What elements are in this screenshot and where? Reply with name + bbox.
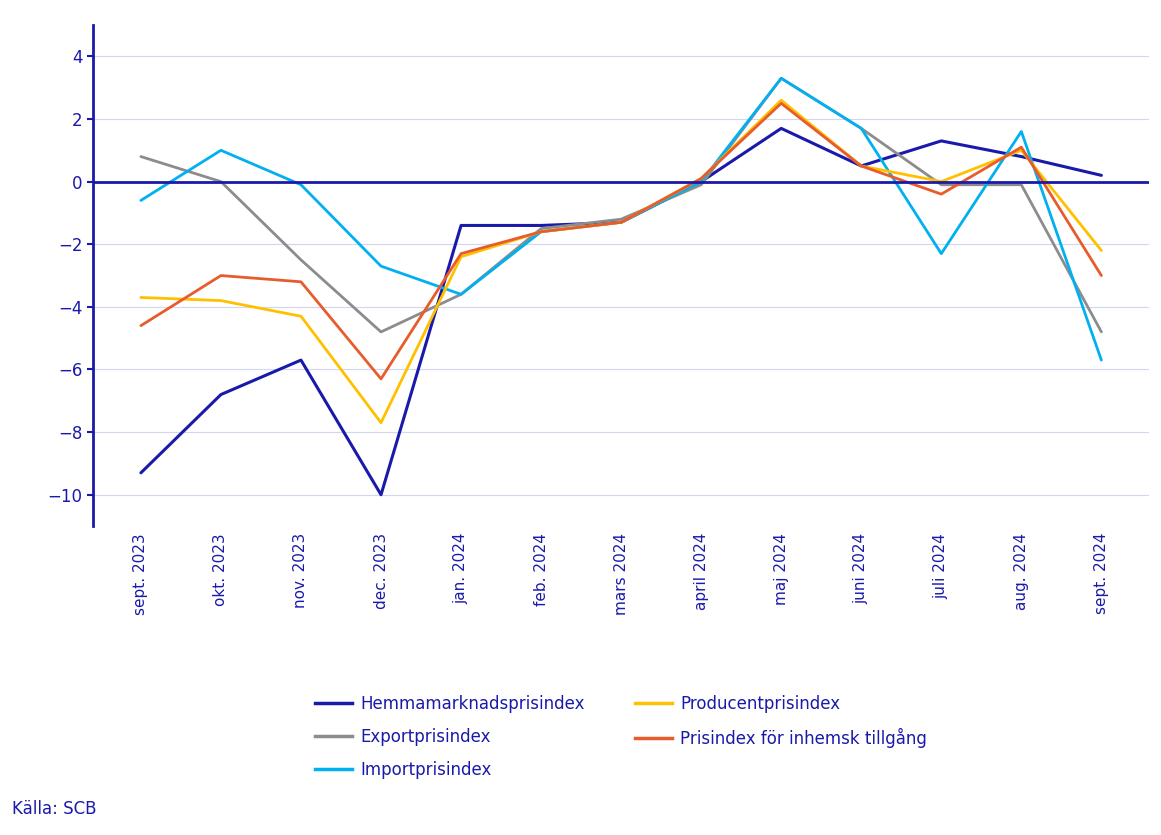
Prisindex för inhemsk tillgång [214, 271, 228, 281]
Exportprisindex [1015, 180, 1029, 190]
Hemmamarknadsprisindex [294, 355, 308, 365]
Hemmamarknadsprisindex [374, 489, 388, 499]
Importprisindex [694, 177, 708, 187]
Producentprisindex [294, 311, 308, 321]
Producentprisindex [534, 227, 548, 237]
Producentprisindex [214, 296, 228, 306]
Exportprisindex [214, 177, 228, 187]
Importprisindex [614, 217, 628, 227]
Producentprisindex [694, 174, 708, 184]
Prisindex för inhemsk tillgång [694, 174, 708, 184]
Importprisindex [1015, 127, 1029, 137]
Prisindex för inhemsk tillgång [1015, 142, 1029, 152]
Producentprisindex [1015, 145, 1029, 155]
Text: Källa: SCB: Källa: SCB [12, 800, 96, 818]
Prisindex för inhemsk tillgång [614, 217, 628, 227]
Hemmamarknadsprisindex [694, 177, 708, 187]
Producentprisindex [935, 177, 949, 187]
Prisindex för inhemsk tillgång [454, 249, 468, 259]
Prisindex för inhemsk tillgång [854, 161, 868, 171]
Producentprisindex [134, 292, 147, 302]
Exportprisindex [614, 215, 628, 225]
Hemmamarknadsprisindex [1095, 170, 1109, 180]
Prisindex för inhemsk tillgång [294, 277, 308, 287]
Producentprisindex [1095, 245, 1109, 256]
Line: Hemmamarknadsprisindex: Hemmamarknadsprisindex [140, 129, 1102, 494]
Hemmamarknadsprisindex [1015, 152, 1029, 162]
Hemmamarknadsprisindex [534, 220, 548, 230]
Hemmamarknadsprisindex [214, 389, 228, 400]
Exportprisindex [294, 255, 308, 265]
Exportprisindex [774, 73, 788, 84]
Hemmamarknadsprisindex [454, 220, 468, 230]
Prisindex för inhemsk tillgång [534, 227, 548, 237]
Producentprisindex [774, 95, 788, 105]
Importprisindex [294, 180, 308, 190]
Line: Importprisindex: Importprisindex [140, 78, 1102, 360]
Producentprisindex [854, 161, 868, 171]
Exportprisindex [694, 180, 708, 190]
Line: Producentprisindex: Producentprisindex [140, 100, 1102, 423]
Importprisindex [774, 73, 788, 84]
Importprisindex [935, 249, 949, 259]
Exportprisindex [454, 290, 468, 300]
Prisindex för inhemsk tillgång [1095, 271, 1109, 281]
Hemmamarknadsprisindex [774, 124, 788, 134]
Exportprisindex [134, 152, 147, 162]
Prisindex för inhemsk tillgång [774, 99, 788, 109]
Hemmamarknadsprisindex [134, 468, 147, 478]
Exportprisindex [534, 224, 548, 234]
Hemmamarknadsprisindex [614, 217, 628, 227]
Exportprisindex [1095, 327, 1109, 337]
Legend: Hemmamarknadsprisindex, Exportprisindex, Importprisindex, Producentprisindex, Pr: Hemmamarknadsprisindex, Exportprisindex,… [316, 695, 926, 781]
Line: Prisindex för inhemsk tillgång: Prisindex för inhemsk tillgång [140, 104, 1102, 379]
Importprisindex [1095, 355, 1109, 365]
Prisindex för inhemsk tillgång [935, 190, 949, 200]
Prisindex för inhemsk tillgång [134, 321, 147, 331]
Prisindex för inhemsk tillgång [374, 374, 388, 384]
Producentprisindex [454, 252, 468, 262]
Importprisindex [534, 227, 548, 237]
Importprisindex [454, 290, 468, 300]
Producentprisindex [374, 418, 388, 428]
Importprisindex [134, 195, 147, 205]
Hemmamarknadsprisindex [935, 136, 949, 146]
Producentprisindex [614, 217, 628, 227]
Exportprisindex [854, 124, 868, 134]
Exportprisindex [935, 180, 949, 190]
Hemmamarknadsprisindex [854, 161, 868, 171]
Importprisindex [854, 124, 868, 134]
Line: Exportprisindex: Exportprisindex [140, 78, 1102, 332]
Importprisindex [214, 145, 228, 155]
Importprisindex [374, 261, 388, 271]
Exportprisindex [374, 327, 388, 337]
